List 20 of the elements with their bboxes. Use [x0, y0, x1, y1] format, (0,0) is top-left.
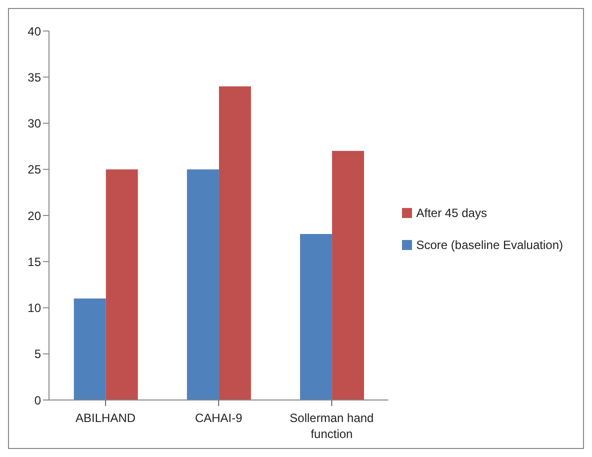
legend-label: After 45 days	[416, 206, 487, 220]
x-tick-label: CAHAI-9	[194, 411, 243, 425]
bar	[74, 298, 106, 400]
y-tick-label: 35	[28, 70, 42, 84]
bar	[332, 150, 364, 400]
x-tick-label: ABILHAND	[76, 411, 136, 425]
y-tick-label: 30	[28, 116, 42, 131]
x-tick-label: Sollerman hand function	[290, 411, 374, 441]
y-tick-label: 25	[28, 162, 42, 177]
y-tick-label: 5	[34, 347, 42, 362]
bar	[106, 169, 138, 400]
y-tick-label: 15	[28, 254, 42, 269]
bar	[186, 169, 219, 400]
bar	[300, 234, 332, 400]
y-tick-label: 10	[28, 301, 42, 316]
legend-label: Score (baseline Evaluation)	[416, 238, 563, 252]
y-tick-label: 20	[28, 208, 42, 223]
y-tick-label: 40	[28, 24, 42, 38]
y-tick-label: 0	[34, 393, 42, 408]
bar	[218, 86, 251, 400]
